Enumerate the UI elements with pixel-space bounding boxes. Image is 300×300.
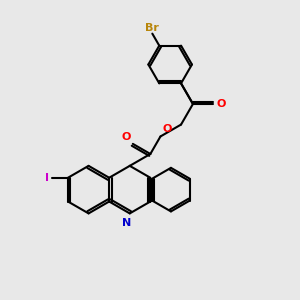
Text: I: I	[45, 173, 49, 183]
Text: N: N	[122, 218, 131, 228]
Text: Br: Br	[146, 22, 159, 33]
Text: O: O	[162, 124, 172, 134]
Text: O: O	[122, 132, 131, 142]
Text: O: O	[216, 99, 226, 109]
